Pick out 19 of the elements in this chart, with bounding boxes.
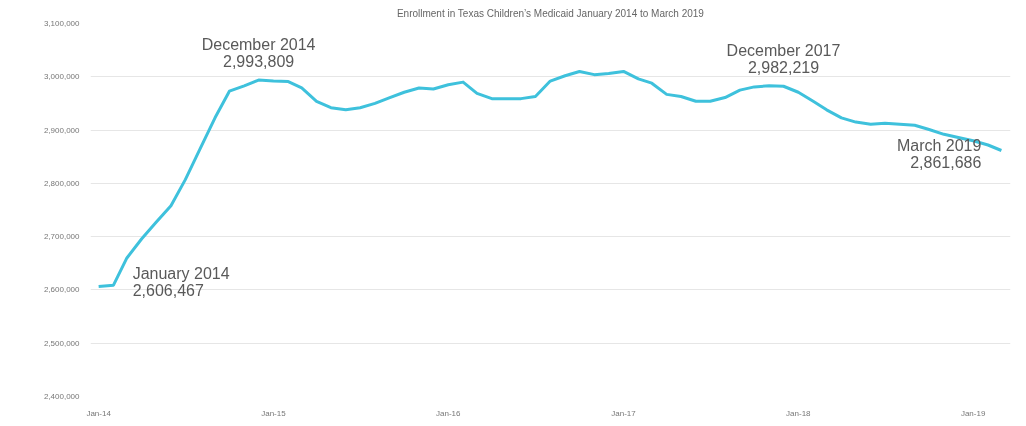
x-tick-label: Jan-14	[86, 408, 112, 418]
y-tick-label: 2,600,000	[43, 285, 81, 295]
x-tick-label: Jan-17	[611, 408, 637, 418]
x-tick-label: Jan-19	[960, 408, 986, 418]
chart-title: Enrollment in Texas Children’s Medicaid January 2014 to March 2019	[396, 7, 705, 19]
y-tick-label: 3,000,000	[43, 72, 81, 82]
x-tick-label: Jan-18	[786, 408, 812, 418]
y-tick-label: 2,900,000	[43, 125, 81, 135]
y-tick-label: 2,800,000	[43, 178, 81, 188]
x-tick-label: Jan-16	[436, 408, 462, 418]
annotation: January 2014 2,606,467	[132, 265, 230, 300]
annotation: December 2017 2,982,219	[726, 42, 841, 77]
annotation: December 2014 2,993,809	[201, 36, 316, 71]
x-tick-label: Jan-15	[261, 408, 287, 418]
y-tick-label: 2,400,000	[43, 392, 81, 401]
y-tick-label: 3,100,000	[43, 19, 81, 28]
y-tick-label: 2,500,000	[43, 338, 81, 348]
annotation: March 2019 2,861,686	[896, 137, 982, 172]
y-tick-label: 2,700,000	[43, 232, 81, 242]
